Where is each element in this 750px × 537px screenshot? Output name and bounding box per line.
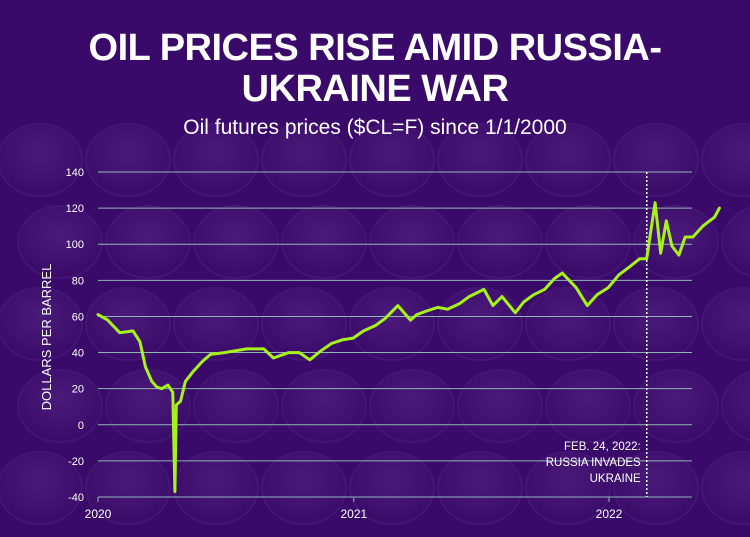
y-tick-label: 0 bbox=[78, 420, 84, 432]
oil-price-line bbox=[96, 201, 721, 494]
y-axis-ticks: 140 120 100 80 60 40 20 0 -20 -40 bbox=[66, 167, 84, 504]
y-tick-label: 80 bbox=[72, 275, 84, 287]
invasion-annotation: FEB. 24, 2022: RUSSIA INVADES UKRAINE bbox=[546, 441, 641, 485]
grid-lines bbox=[98, 171, 692, 498]
x-tick-label: 2020 bbox=[85, 507, 112, 521]
annotation-line: RUSSIA INVADES bbox=[546, 457, 641, 469]
y-tick-label: 20 bbox=[72, 384, 84, 396]
annotation-line: FEB. 24, 2022: bbox=[564, 441, 641, 453]
y-tick-label: -40 bbox=[68, 492, 84, 504]
x-tick-label: 2021 bbox=[340, 507, 367, 521]
y-tick-label: 140 bbox=[66, 167, 84, 179]
chart-title-line2: UKRAINE WAR bbox=[241, 68, 509, 110]
x-axis-ticks: 2020 2021 2022 bbox=[85, 497, 623, 521]
y-tick-label: -20 bbox=[68, 456, 84, 468]
y-tick-label: 100 bbox=[66, 239, 84, 251]
y-tick-label: 60 bbox=[72, 311, 84, 323]
y-tick-label: 40 bbox=[72, 348, 84, 360]
annotation-line: UKRAINE bbox=[590, 473, 641, 485]
y-tick-label: 120 bbox=[66, 203, 84, 215]
chart-subtitle: Oil futures prices ($CL=F) since 1/1/200… bbox=[183, 116, 567, 139]
chart-title-line1: OIL PRICES RISE AMID RUSSIA- bbox=[88, 27, 662, 69]
y-axis-label: DOLLARS PER BARREL bbox=[39, 264, 54, 411]
x-tick-label: 2022 bbox=[596, 507, 623, 521]
